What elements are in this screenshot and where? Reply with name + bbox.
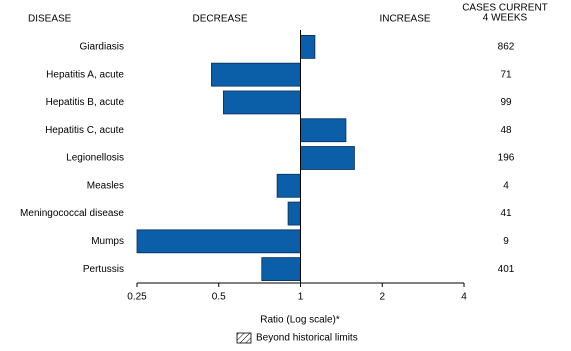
bar — [287, 201, 301, 226]
cases-label: 862 — [498, 42, 515, 53]
x-tick-label: 0.5 — [212, 292, 226, 303]
bar — [300, 146, 355, 170]
bar — [261, 257, 301, 282]
cases-label: 4 — [503, 180, 509, 191]
bar — [300, 34, 316, 59]
cases-label: 401 — [498, 264, 515, 275]
cases-label: 71 — [500, 69, 512, 80]
category-label: Mumps — [91, 236, 124, 247]
bar — [222, 90, 301, 115]
value-header: CASES CURRENT — [462, 3, 548, 14]
bar — [136, 229, 301, 254]
category-label: Hepatitis A, acute — [46, 69, 124, 80]
category-label: Meningococcal disease — [20, 208, 124, 219]
bar — [276, 173, 301, 198]
cases-label: 9 — [503, 236, 509, 247]
category-label: Pertussis — [83, 264, 124, 275]
x-tick-label: 2 — [379, 292, 385, 303]
x-tick-label: 4 — [461, 292, 467, 303]
bar — [300, 118, 347, 143]
x-axis-label: Ratio (Log scale)* — [260, 315, 340, 326]
increase-label: INCREASE — [379, 14, 430, 25]
decrease-label: DECREASE — [192, 14, 247, 25]
category-label: Hepatitis C, acute — [45, 125, 124, 136]
bar — [211, 62, 301, 87]
category-label: Measles — [87, 180, 124, 191]
legend-swatch — [236, 332, 252, 344]
category-label: Legionellosis — [66, 153, 124, 164]
category-label: Hepatitis B, acute — [46, 97, 125, 108]
cases-label: 41 — [500, 208, 512, 219]
cases-label: 48 — [500, 125, 512, 136]
value-header: 4 WEEKS — [483, 13, 528, 24]
category-header: DISEASE — [28, 14, 72, 25]
x-tick-label: 1 — [298, 292, 304, 303]
x-tick-label: 0.25 — [127, 292, 147, 303]
cases-label: 99 — [500, 97, 512, 108]
category-label: Giardiasis — [80, 42, 124, 53]
cases-label: 196 — [498, 153, 515, 164]
legend-label: Beyond historical limits — [256, 333, 358, 344]
